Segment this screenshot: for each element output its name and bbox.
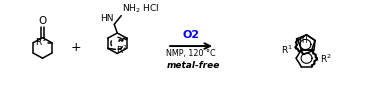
Text: N: N — [294, 38, 300, 47]
Text: HN: HN — [100, 14, 113, 23]
Text: H: H — [302, 36, 307, 45]
Text: R$^2$: R$^2$ — [116, 43, 128, 56]
Text: R$^2$: R$^2$ — [320, 53, 332, 65]
Text: metal-free: metal-free — [166, 61, 220, 70]
Text: O2: O2 — [182, 29, 199, 40]
Text: NMP, 120 °C: NMP, 120 °C — [166, 49, 216, 58]
Text: NH$_2$ HCl: NH$_2$ HCl — [122, 2, 159, 15]
Text: O: O — [38, 16, 47, 26]
Text: +: + — [71, 41, 82, 54]
Text: R$^1$: R$^1$ — [281, 43, 293, 56]
Text: R$^1$: R$^1$ — [35, 36, 47, 48]
